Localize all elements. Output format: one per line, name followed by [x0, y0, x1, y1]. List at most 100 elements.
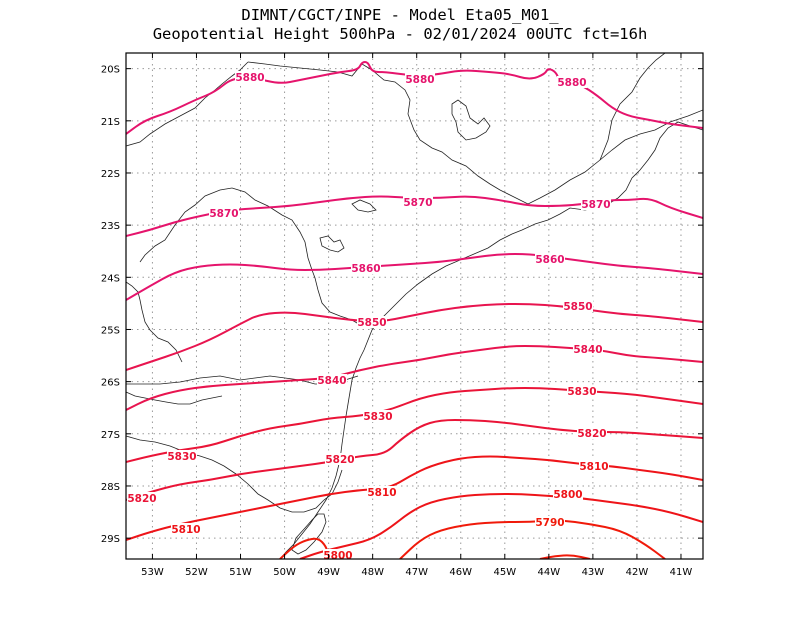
contour-label-5810: 5810 [171, 524, 200, 536]
contour-label-bg [323, 549, 353, 561]
contour-label-bg [557, 76, 587, 88]
lat-tick-label: 29S [101, 534, 120, 545]
contour-label-5820: 5820 [325, 454, 354, 466]
contour-label-5880: 5880 [235, 72, 264, 84]
contour-label-5850: 5850 [563, 301, 592, 313]
contour-label-5830: 5830 [567, 386, 596, 398]
lat-tick-label: 21S [101, 117, 120, 128]
lon-tick-label: 50W [273, 567, 296, 578]
contour-label-5840: 5840 [573, 344, 602, 356]
border-sp-pr [231, 187, 373, 329]
contour-label-bg [363, 410, 393, 422]
contour-label-5820: 5820 [577, 428, 606, 440]
contour-label-5860: 5860 [351, 263, 380, 275]
contour-label-bg [405, 73, 435, 85]
border-pr-ms [139, 187, 233, 263]
contour-label-bg [535, 516, 565, 528]
contour-label-5830: 5830 [167, 451, 196, 463]
contour-label-bg [579, 460, 609, 472]
lon-tick-label: 48W [361, 567, 384, 578]
border-sc-rs [126, 435, 343, 513]
contour-label-bg [367, 486, 397, 498]
border-mg-rj [527, 109, 703, 205]
lat-tick-label: 20S [101, 65, 120, 76]
plot-frame [125, 52, 704, 560]
contour-label-bg [317, 374, 347, 386]
contour-label-bg [351, 262, 381, 274]
geographic-borders [126, 53, 703, 559]
contour-labels: 5880 5880 5880 5870 5870 5870 5860 5860 5850 5850… [127, 71, 611, 562]
contour-label-bg [357, 316, 387, 328]
contour-5800 [299, 493, 703, 559]
lon-tick-label: 42W [626, 567, 649, 578]
lon-tick-label: 49W [317, 567, 340, 578]
reservoir-2 [319, 235, 345, 253]
lat-tick-label: 26S [101, 378, 120, 389]
contour-label-5820: 5820 [127, 493, 156, 505]
lon-tick-label: 43W [582, 567, 605, 578]
contour-label-5810: 5810 [579, 461, 608, 473]
contour-label-bg [235, 71, 265, 83]
chart-title-line-1: DIMNT/CGCT/INPE - Model Eta05_M01_ [241, 6, 559, 24]
lon-tick-label: 41W [670, 567, 693, 578]
contour-label-5850: 5850 [357, 317, 386, 329]
border-mg-es [599, 53, 666, 161]
coastline [279, 121, 703, 559]
contour-label-5870: 5870 [403, 197, 432, 209]
contour-label-5870: 5870 [581, 199, 610, 211]
lat-tick-label: 22S [101, 169, 120, 180]
contour-label-5860: 5860 [535, 254, 564, 266]
contour-label-bg [127, 492, 157, 504]
contour-label-bg [573, 343, 603, 355]
lon-tick-label: 52W [185, 567, 208, 578]
contour-label-bg [325, 453, 355, 465]
border-argentina [126, 391, 223, 405]
contour-label-5830: 5830 [363, 411, 392, 423]
lon-tick-label: 46W [449, 567, 472, 578]
border-paraguay [126, 281, 183, 363]
chart-title-line-2: Geopotential Height 500hPa - 02/01/2024 … [152, 25, 648, 43]
lon-tick-label: 47W [405, 567, 428, 578]
lon-tick-label: 45W [493, 567, 516, 578]
lon-tick-label: 44W [538, 567, 561, 578]
contour-5780 [279, 537, 331, 559]
contour-5830 [126, 387, 703, 463]
contour-label-5870: 5870 [209, 208, 238, 220]
lat-tick-label: 28S [101, 482, 120, 493]
contour-label-5800: 5800 [553, 489, 582, 501]
contour-label-5800: 5800 [323, 550, 352, 562]
contour-label-5880: 5880 [557, 77, 586, 89]
contour-label-bg [563, 300, 593, 312]
contour-label-bg [403, 196, 433, 208]
contour-5790 [399, 519, 666, 559]
contour-5820 [126, 419, 703, 501]
lon-tick-label: 53W [141, 567, 164, 578]
contour-label-bg [567, 385, 597, 397]
border-sp-mg [247, 61, 529, 205]
lat-tick-label: 24S [101, 273, 120, 284]
border-ms-sp [126, 61, 249, 147]
reservoir-3 [351, 199, 377, 213]
contour-5860 [126, 253, 703, 301]
axes: 53W 52W 51W 50W 49W 48W 47W 46W 45W 44W 43W 42W 41W 2… [101, 53, 703, 578]
contour-label-5880: 5880 [405, 74, 434, 86]
contour-label-5840: 5840 [317, 375, 346, 387]
lagoa-dos-patos [291, 513, 327, 555]
contour-lines [126, 61, 703, 559]
contour-label-bg [209, 207, 239, 219]
contour-label-bg [581, 198, 611, 210]
contour-label-5810: 5810 [367, 487, 396, 499]
contour-label-bg [171, 523, 201, 535]
contour-label-bg [553, 488, 583, 500]
reservoir-1 [451, 99, 491, 141]
lat-tick-label: 27S [101, 430, 120, 441]
lat-tick-label: 25S [101, 325, 120, 336]
lat-tick-label: 23S [101, 221, 120, 232]
contour-label-bg [535, 253, 565, 265]
gridlines [126, 53, 703, 559]
contour-label-bg [577, 427, 607, 439]
contour-label-5790: 5790 [535, 517, 564, 529]
contour-5810 [126, 455, 703, 541]
lon-tick-label: 51W [229, 567, 252, 578]
